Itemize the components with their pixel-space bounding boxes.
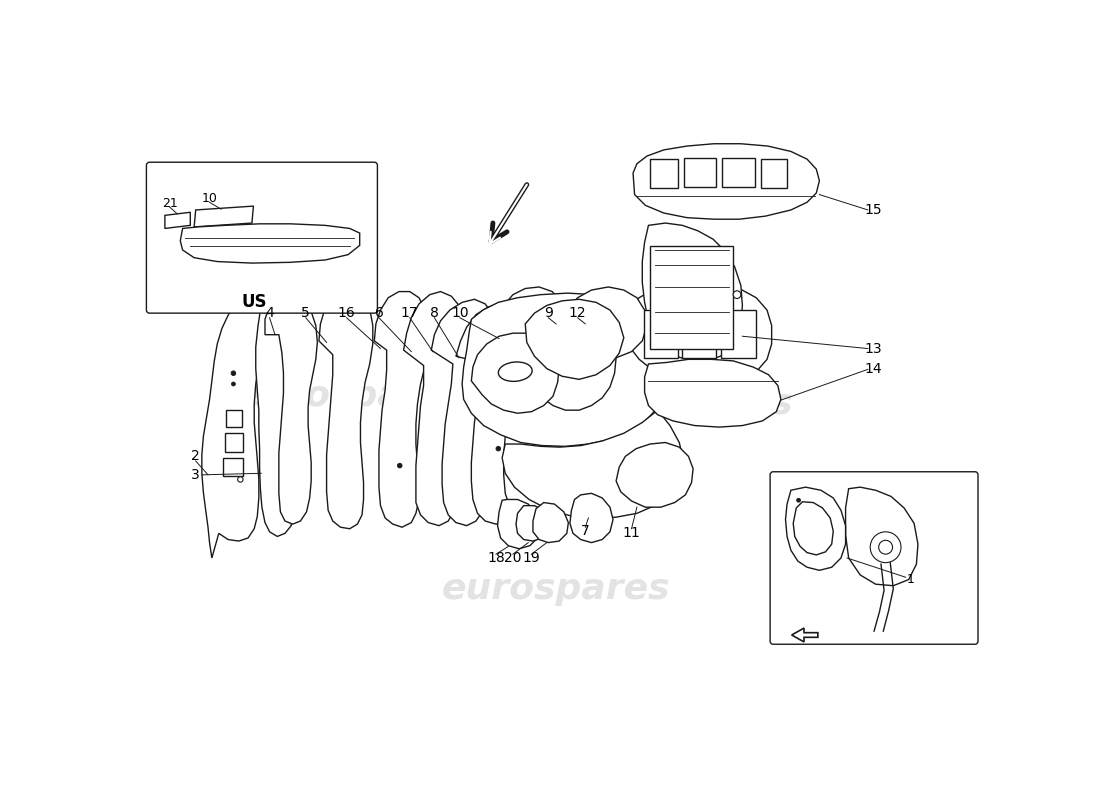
Polygon shape [527,322,616,410]
Polygon shape [642,223,743,361]
Circle shape [231,371,235,375]
Polygon shape [785,487,846,570]
Text: 11: 11 [623,526,640,540]
Text: 5: 5 [301,306,310,320]
Polygon shape [634,144,820,219]
Polygon shape [502,410,684,518]
Polygon shape [723,158,755,187]
Polygon shape [534,502,569,542]
Polygon shape [616,442,693,507]
Ellipse shape [498,362,532,382]
Text: US: US [242,294,267,311]
FancyBboxPatch shape [770,472,978,644]
Polygon shape [497,499,539,549]
Text: eurospares: eurospares [565,387,793,421]
Polygon shape [455,304,524,524]
Polygon shape [684,158,716,187]
Polygon shape [720,310,757,358]
Circle shape [733,291,741,298]
Polygon shape [165,212,190,229]
Text: eurospares: eurospares [238,379,466,414]
Polygon shape [761,159,788,188]
Polygon shape [644,310,678,358]
Text: 12: 12 [569,306,586,320]
Text: 10: 10 [451,306,469,320]
Polygon shape [472,333,559,414]
Polygon shape [431,299,497,526]
Text: 7: 7 [581,524,590,538]
Circle shape [238,477,243,482]
Text: 14: 14 [865,362,882,376]
Polygon shape [793,502,834,555]
FancyBboxPatch shape [146,162,377,313]
Polygon shape [195,206,253,227]
Circle shape [496,446,500,451]
Polygon shape [224,434,243,452]
Polygon shape [792,628,818,642]
Text: 4: 4 [265,306,274,320]
Circle shape [879,540,892,554]
Polygon shape [374,291,428,527]
Polygon shape [846,487,917,586]
Text: 2: 2 [191,450,200,463]
Text: 3: 3 [191,468,200,482]
Polygon shape [650,159,678,188]
Text: 1: 1 [906,573,914,586]
Circle shape [870,532,901,562]
Circle shape [231,382,235,386]
Polygon shape [566,287,647,359]
Text: 10: 10 [201,192,218,205]
Polygon shape [496,287,570,519]
Polygon shape [682,310,716,358]
Polygon shape [625,282,772,384]
Polygon shape [404,291,465,526]
Circle shape [397,463,403,468]
Polygon shape [180,224,360,263]
Polygon shape [227,410,242,427]
Polygon shape [570,494,613,542]
Polygon shape [202,294,264,558]
Polygon shape [223,458,243,476]
Text: 9: 9 [543,306,553,320]
Polygon shape [319,290,373,529]
Polygon shape [265,293,318,524]
Polygon shape [516,506,548,541]
Text: 20: 20 [504,551,521,565]
Text: 16: 16 [338,306,355,320]
Text: eurospares: eurospares [442,572,670,606]
Text: 15: 15 [865,203,882,217]
Polygon shape [645,359,781,427]
Text: 8: 8 [430,306,439,320]
Text: 21: 21 [162,198,177,210]
Text: 6: 6 [374,306,384,320]
Text: 18: 18 [487,551,505,565]
Polygon shape [255,296,293,537]
Circle shape [796,498,801,502]
Polygon shape [526,299,624,379]
Text: 17: 17 [400,306,419,320]
Text: 19: 19 [522,551,540,565]
Polygon shape [650,246,733,349]
Text: 13: 13 [865,342,882,355]
Polygon shape [462,293,674,446]
